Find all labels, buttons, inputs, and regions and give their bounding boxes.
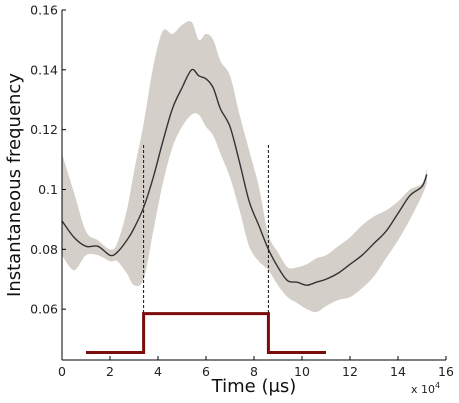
y-tick-label-0: 0.06	[30, 302, 58, 317]
marker-lines-layer	[143, 145, 269, 314]
x-tick-label-1: 2	[106, 364, 114, 379]
x-multiplier-label: x 104	[411, 381, 440, 396]
y-tick-label-5: 0.16	[30, 3, 58, 18]
y-axis-title: Instantaneous frequency	[4, 73, 25, 297]
x-tick-label-6: 12	[342, 364, 358, 379]
x-tick-label-0: 0	[58, 364, 66, 379]
x-tick-label-7: 14	[390, 364, 406, 379]
x-tick-label-5: 10	[294, 364, 310, 379]
ticks-layer: 0 2 4 6 8 10 12 14 16 0.06 0.08 0.1 0.12 0.14 0.16	[30, 3, 454, 380]
mean-line-layer	[61, 68, 428, 286]
confidence-band	[62, 21, 427, 313]
y-tick-label-3: 0.12	[30, 122, 58, 137]
x-tick-label-3: 6	[202, 364, 210, 379]
y-tick-label-2: 0.1	[38, 182, 58, 197]
x-multiplier-exponent: 4	[435, 381, 440, 390]
mean-frequency-line	[61, 68, 428, 286]
x-axis-title: Time (μs)	[211, 376, 297, 397]
stimulus-layer	[86, 312, 326, 355]
y-tick-label-1: 0.08	[30, 242, 58, 257]
stimulus-step-line	[86, 312, 326, 355]
y-tick-label-4: 0.14	[30, 62, 58, 77]
x-multiplier-base: x 10	[411, 383, 435, 396]
x-tick-label-2: 4	[154, 364, 162, 379]
x-tick-label-8: 16	[438, 364, 454, 379]
x-tick-label-4: 8	[250, 364, 258, 379]
confidence-band-layer	[62, 21, 427, 313]
